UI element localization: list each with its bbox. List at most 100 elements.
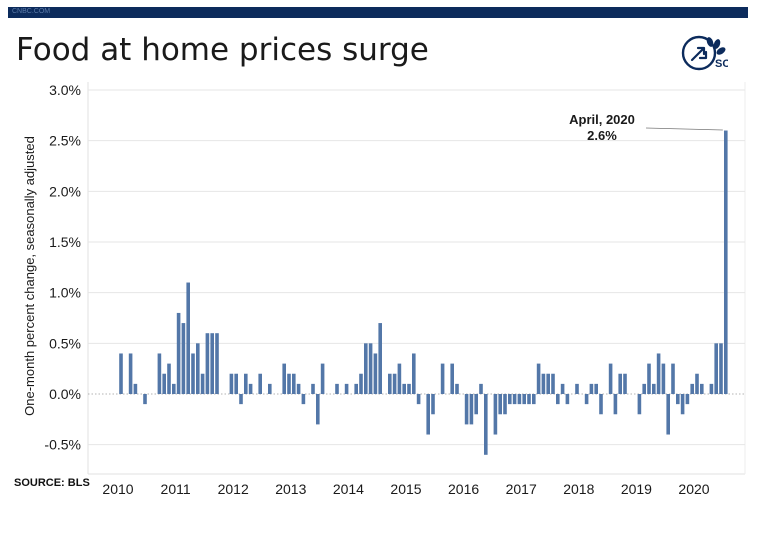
bar [316, 394, 320, 425]
bar [128, 353, 133, 394]
bar [522, 394, 526, 405]
annotation-text: April, 2020 [569, 112, 635, 127]
x-tick-label: 2015 [390, 481, 421, 497]
bar [181, 323, 186, 394]
bar [685, 394, 690, 405]
bar [412, 353, 416, 394]
bar [623, 373, 627, 394]
bar [239, 394, 243, 405]
x-tick-label: 2017 [506, 481, 537, 497]
bar [719, 343, 723, 394]
bar [637, 394, 642, 415]
source-note: SOURCE: BLS [14, 477, 90, 489]
bar [344, 383, 349, 394]
bar [676, 394, 680, 405]
bar [119, 353, 123, 394]
bar [575, 383, 579, 394]
bar [320, 363, 325, 394]
bar [690, 383, 694, 394]
bar [560, 383, 565, 394]
bar [287, 373, 291, 394]
bar [532, 394, 536, 405]
bar [311, 383, 315, 394]
bar [618, 373, 622, 394]
bar [397, 363, 402, 394]
bar [378, 323, 382, 394]
y-tick-label: 0.0% [49, 386, 81, 402]
bar [594, 383, 598, 394]
y-tick-label: 1.0% [49, 285, 81, 301]
bar [700, 383, 704, 394]
bar [724, 130, 728, 394]
bar [474, 394, 478, 415]
bar [431, 394, 435, 415]
bar [661, 363, 666, 394]
bar [479, 383, 483, 394]
bar [205, 333, 210, 394]
x-tick-label: 2016 [448, 481, 479, 497]
bar [186, 282, 190, 394]
bar [392, 373, 397, 394]
bar [157, 353, 162, 394]
bar [656, 353, 661, 394]
y-tick-label: 3.0% [49, 82, 81, 98]
bar [258, 373, 262, 394]
bar [359, 373, 363, 394]
annotation-leader [645, 127, 723, 131]
bar [508, 394, 512, 405]
y-tick-label: 2.5% [49, 133, 81, 149]
bar [248, 383, 253, 394]
x-tick-label: 2010 [102, 481, 133, 497]
cnbc-peacock-icon: SC [681, 35, 728, 71]
bar [642, 383, 646, 394]
bar [565, 394, 570, 405]
bar [556, 394, 560, 405]
bar [484, 394, 488, 455]
bar [244, 373, 248, 394]
bar [234, 373, 238, 394]
bar [335, 383, 339, 394]
x-tick-label: 2012 [218, 481, 249, 497]
bar [613, 394, 618, 415]
bar [584, 394, 589, 405]
y-tick-label: -0.5% [44, 437, 81, 453]
bar [296, 383, 301, 394]
bar [503, 394, 507, 415]
bar [671, 363, 675, 394]
y-tick-label: 0.5% [49, 335, 81, 351]
bar [282, 363, 286, 394]
bar [608, 363, 613, 394]
bar [527, 394, 531, 405]
bar [354, 383, 358, 394]
bar [666, 394, 670, 435]
bar [162, 373, 166, 394]
y-axis-label: One-month percent change, seasonally adj… [22, 136, 37, 416]
bar [450, 363, 454, 394]
annotation-text: 2.6% [587, 128, 617, 143]
bar [589, 383, 594, 394]
bar [402, 383, 406, 394]
bar [541, 373, 546, 394]
top-banner: CNBC.COM [8, 7, 748, 18]
bar [464, 394, 469, 425]
bar [133, 383, 138, 394]
bar [546, 373, 550, 394]
x-tick-label: 2011 [161, 481, 191, 497]
x-tick-label: 2019 [621, 481, 652, 497]
bar [680, 394, 685, 415]
bar [388, 373, 392, 394]
bar [455, 383, 459, 394]
y-tick-label: 2.0% [49, 183, 81, 199]
bar [416, 394, 421, 405]
bar [426, 394, 430, 435]
x-tick-label: 2013 [275, 481, 306, 497]
bar [196, 343, 200, 394]
bar [517, 394, 522, 405]
bar [498, 394, 502, 415]
x-tick-label: 2014 [333, 481, 364, 497]
bar [364, 343, 368, 394]
banner-text: CNBC.COM [12, 8, 51, 15]
svg-text:SC: SC [715, 58, 728, 70]
x-tick-label: 2018 [563, 481, 594, 497]
